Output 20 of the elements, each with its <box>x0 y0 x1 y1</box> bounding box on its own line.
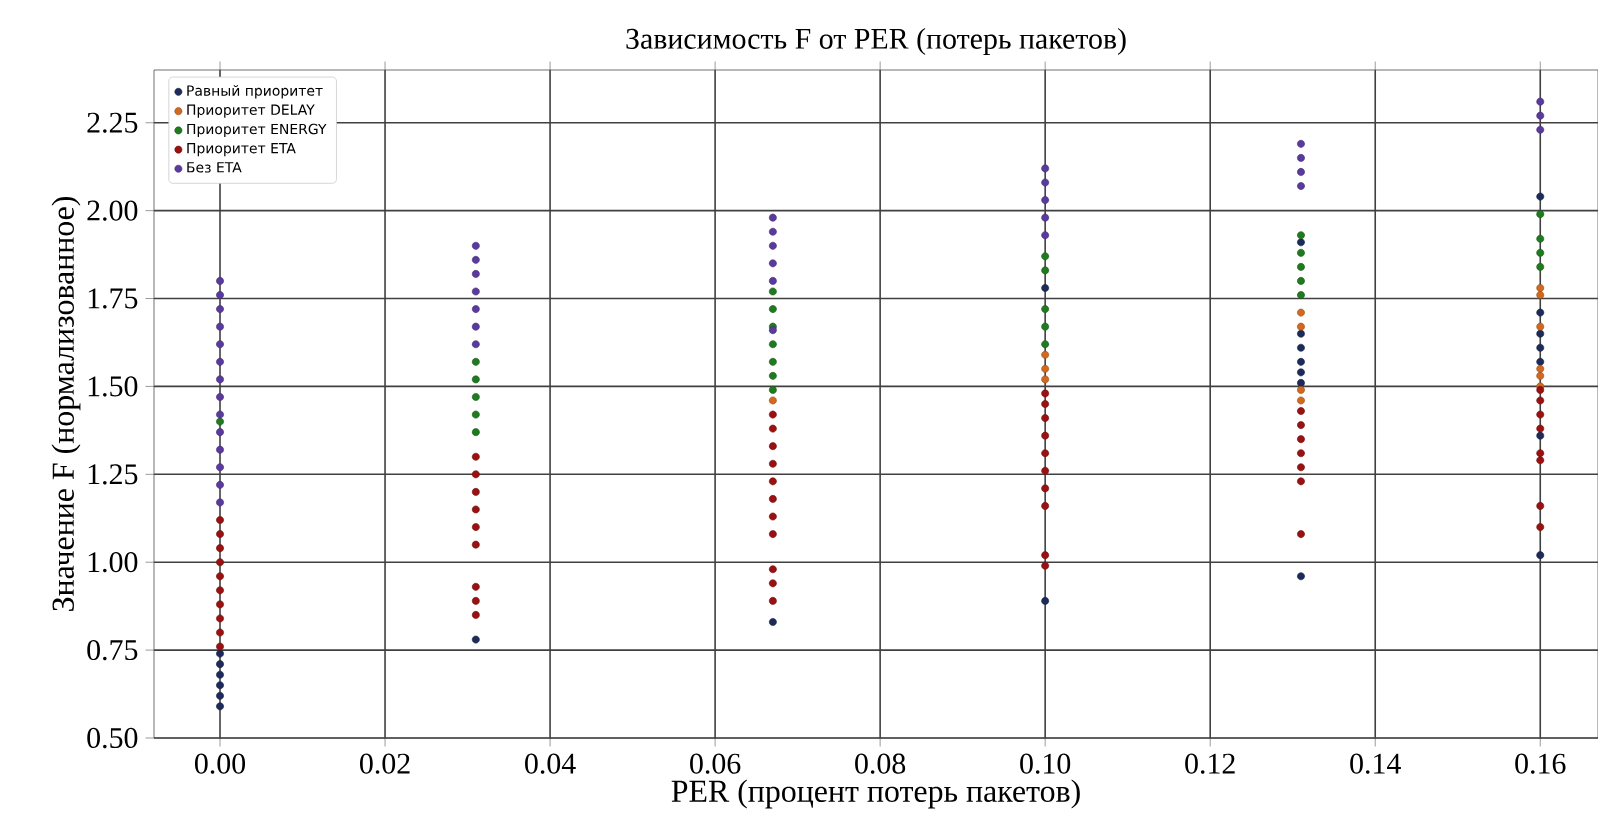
y-tick-label: 1.75 <box>88 288 138 309</box>
y-tick-label: 1.00 <box>88 552 138 573</box>
y-tick-label: 1.25 <box>88 464 138 485</box>
y-axis-title: Значение F (нормализованное) <box>51 197 81 611</box>
y-tick-label: 2.25 <box>87 112 138 133</box>
y-tick-label: 0.75 <box>87 639 138 661</box>
x-tick-label: 0.10 <box>1020 753 1071 774</box>
x-tick-label: 0.02 <box>360 753 410 774</box>
chart-title: Зависимость F от PER (потерь пакетов) <box>626 27 1126 55</box>
y-tick-label: 1.50 <box>88 376 138 397</box>
x-tick-label: 0.14 <box>1350 753 1401 774</box>
x-tick-label: 0.04 <box>525 753 576 774</box>
x-axis-title: PER (процент потерь пакетов) <box>671 779 1080 809</box>
x-tick-label: 0.00 <box>194 753 246 774</box>
x-tick-label: 0.06 <box>690 753 741 774</box>
y-tick-label: 0.50 <box>87 727 138 749</box>
y-tick-label: 2.00 <box>87 200 138 221</box>
x-tick-label: 0.12 <box>1185 753 1235 774</box>
x-tick-label: 0.16 <box>1515 753 1566 774</box>
x-tick-label: 0.08 <box>855 753 906 774</box>
